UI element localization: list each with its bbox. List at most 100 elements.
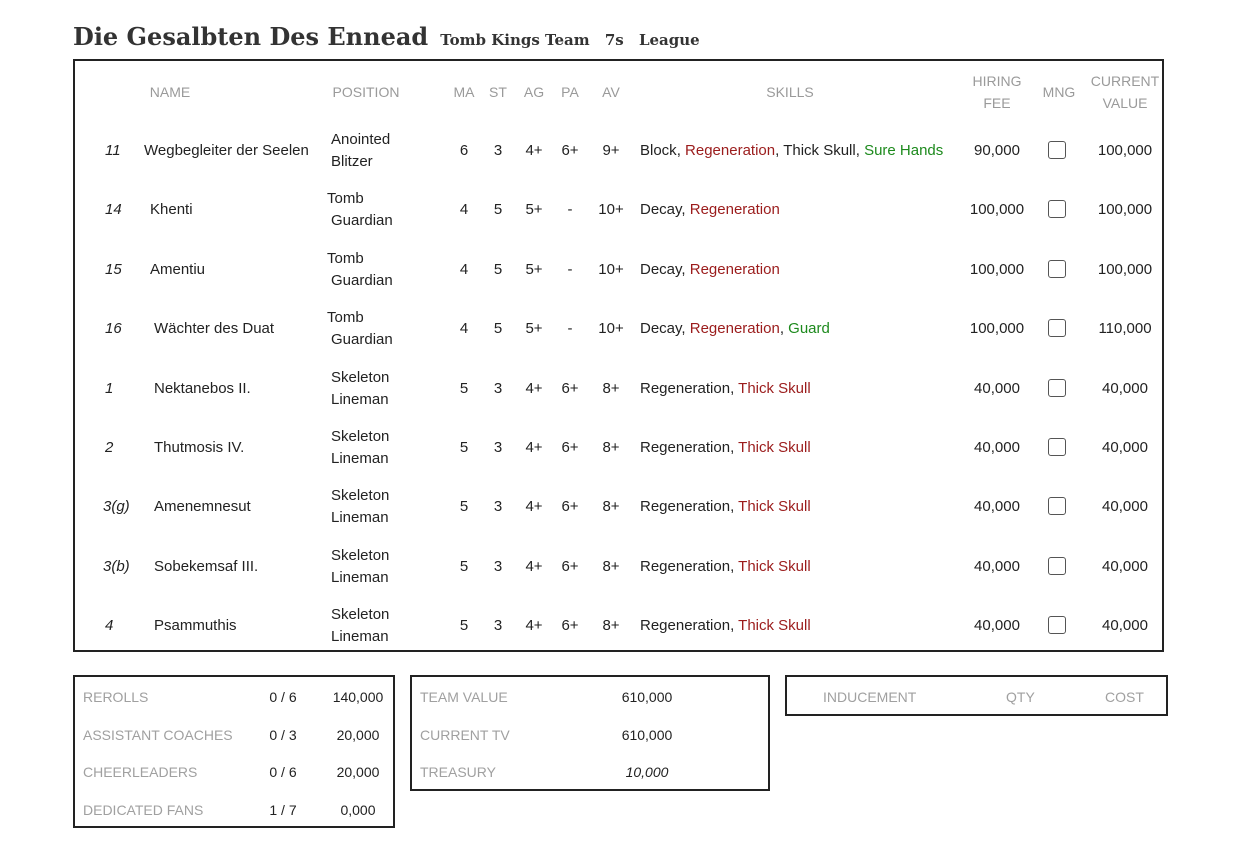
roster-table: NAME POSITION MA ST AG PA AV SKILLS HIRI…: [73, 59, 1164, 652]
mng-checkbox-icon[interactable]: [1048, 260, 1066, 278]
mng-checkbox-icon[interactable]: [1048, 141, 1066, 159]
mng-checkbox-icon[interactable]: [1048, 200, 1066, 218]
player-skills: Regeneration, Thick Skull: [640, 556, 811, 578]
col-hiring-fee-header: HIRING FEE: [957, 70, 1037, 114]
player-pa: 6+: [561, 558, 579, 575]
player-ag: 4+: [525, 142, 543, 159]
skill: Decay: [640, 261, 682, 278]
player-pa: -: [567, 201, 573, 218]
player-ma: 4: [459, 201, 469, 218]
extra-cost: 20,000: [336, 726, 380, 743]
col-current-value-line1: CURRENT: [1090, 73, 1160, 89]
col-position-header: POSITION: [332, 84, 400, 100]
player-ma: 5: [459, 380, 469, 397]
extra-cost: 20,000: [336, 764, 380, 780]
player-position-line1: Skeleton: [331, 547, 390, 564]
player-ma: 5: [459, 439, 469, 456]
extra-count: 0 / 6: [269, 764, 297, 780]
player-av: 8+: [602, 498, 620, 515]
player-st: 3: [493, 380, 503, 397]
player-name: Wächter des Duat: [154, 320, 275, 337]
player-st: 3: [493, 439, 503, 456]
skill: Regeneration: [640, 439, 731, 456]
team-race: Tomb Kings Team: [440, 31, 590, 49]
mng-checkbox-icon[interactable]: [1048, 616, 1066, 634]
skill: Thick Skull: [738, 498, 811, 515]
player-hiring-fee: 40,000: [974, 380, 1020, 397]
player-position-line1: Skeleton: [331, 487, 390, 504]
skill-separator: ,: [730, 380, 739, 397]
player-hiring-fee: 40,000: [974, 439, 1020, 456]
extra-label: CHEERLEADERS: [83, 764, 198, 780]
mng-checkbox-icon[interactable]: [1048, 438, 1066, 456]
mng-checkbox-icon[interactable]: [1048, 379, 1066, 397]
col-ma-header: MA: [453, 84, 475, 100]
player-position-line2: Lineman: [331, 450, 389, 467]
value-amount: 10,000: [625, 764, 669, 780]
skill-separator: ,: [730, 617, 739, 634]
player-position-line2: Lineman: [331, 509, 389, 526]
col-current-value-line2: VALUE: [1102, 95, 1148, 111]
value-label: TEAM VALUE: [420, 689, 508, 705]
skill-separator: ,: [779, 320, 789, 337]
player-position-line1: Tomb: [327, 190, 364, 207]
col-name-header: NAME: [149, 84, 191, 100]
skill-separator: ,: [730, 558, 739, 575]
col-st-header: ST: [489, 84, 507, 100]
player-st: 3: [493, 617, 503, 634]
player-ag: 4+: [525, 380, 543, 397]
col-pa-header: PA: [561, 84, 579, 100]
skill: Regeneration: [640, 498, 731, 515]
player-ag: 5+: [525, 201, 543, 218]
mng-checkbox-icon[interactable]: [1048, 557, 1066, 575]
player-skills: Block, Regeneration, Thick Skull, Sure H…: [640, 140, 943, 162]
player-current-value: 40,000: [1102, 617, 1148, 634]
col-ag-header: AG: [523, 84, 545, 100]
player-ma: 6: [459, 142, 469, 159]
mng-checkbox-icon[interactable]: [1048, 319, 1066, 337]
player-position-line1: Tomb: [327, 250, 364, 267]
player-position-line2: Blitzer: [331, 153, 373, 170]
player-position-line2: Guardian: [331, 272, 393, 289]
skill: Thick Skull: [738, 617, 811, 634]
skill: Thick Skull: [783, 142, 856, 159]
col-mng-header: MNG: [1042, 84, 1076, 100]
inducement-header: INDUCEMENT: [823, 689, 917, 705]
player-current-value: 110,000: [1098, 320, 1152, 337]
player-number: 3(g): [103, 498, 130, 515]
player-current-value: 40,000: [1102, 558, 1148, 575]
team-format: 7s: [604, 31, 624, 49]
team-type: League: [638, 31, 700, 49]
player-current-value: 100,000: [1097, 261, 1153, 278]
player-pa: 6+: [561, 142, 579, 159]
skill: Regeneration: [685, 142, 776, 159]
player-skills: Regeneration, Thick Skull: [640, 378, 811, 400]
skill: Thick Skull: [738, 380, 811, 397]
player-position-line1: Anointed: [331, 131, 391, 148]
player-ma: 4: [459, 261, 469, 278]
player-av: 8+: [602, 380, 620, 397]
extra-cost: 0,000: [340, 801, 376, 818]
skill: Thick Skull: [738, 439, 811, 456]
player-ag: 5+: [525, 320, 543, 337]
player-current-value: 100,000: [1097, 201, 1153, 218]
col-current-value-header: CURRENT VALUE: [1085, 70, 1165, 114]
player-number: 2: [105, 439, 114, 456]
player-hiring-fee: 100,000: [969, 201, 1025, 218]
skill: Regeneration: [640, 617, 731, 634]
player-name: Wegbegleiter der Seelen: [144, 142, 309, 159]
skill-separator: ,: [681, 261, 690, 278]
player-pa: 6+: [561, 617, 579, 634]
mng-checkbox-icon[interactable]: [1048, 497, 1066, 515]
player-pa: 6+: [561, 439, 579, 456]
player-number: 11: [105, 142, 121, 159]
col-hiring-fee-line1: HIRING: [972, 73, 1022, 89]
player-number: 3(b): [103, 558, 130, 575]
player-current-value: 40,000: [1102, 380, 1148, 397]
player-pa: 6+: [561, 498, 579, 515]
skill: Regeneration: [689, 261, 780, 278]
player-ag: 4+: [525, 617, 543, 634]
player-ma: 5: [459, 558, 469, 575]
value-label: CURRENT TV: [420, 726, 510, 743]
skill-separator: ,: [855, 142, 865, 159]
